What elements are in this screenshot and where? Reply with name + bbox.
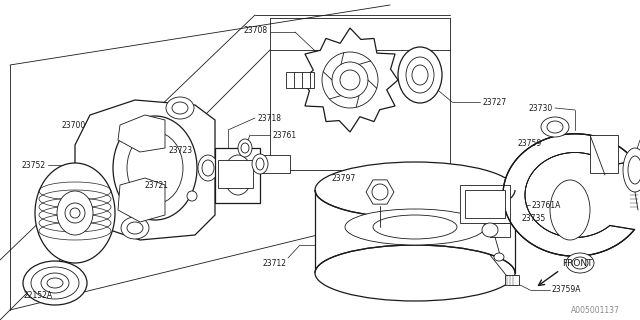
Ellipse shape <box>252 154 268 174</box>
Text: 23700: 23700 <box>61 121 86 130</box>
Ellipse shape <box>172 102 188 114</box>
Ellipse shape <box>198 155 218 181</box>
Text: 23708: 23708 <box>244 26 268 35</box>
Text: 23759: 23759 <box>518 139 542 148</box>
Text: 23723: 23723 <box>169 146 193 155</box>
Ellipse shape <box>256 158 264 170</box>
Ellipse shape <box>127 222 143 234</box>
Ellipse shape <box>121 217 149 239</box>
Ellipse shape <box>482 223 498 237</box>
Text: 23727: 23727 <box>482 98 506 107</box>
Circle shape <box>372 184 388 200</box>
Text: FRONT: FRONT <box>562 259 593 268</box>
Text: 23759A: 23759A <box>552 285 582 294</box>
Bar <box>218 160 253 188</box>
Bar <box>215 148 260 203</box>
Text: 23761: 23761 <box>272 131 296 140</box>
Ellipse shape <box>57 191 93 235</box>
Text: 22152A: 22152A <box>23 291 52 300</box>
Ellipse shape <box>494 253 504 261</box>
Ellipse shape <box>113 116 197 220</box>
Text: A005001137: A005001137 <box>571 306 620 315</box>
Ellipse shape <box>166 97 194 119</box>
Ellipse shape <box>315 162 515 218</box>
Ellipse shape <box>238 139 252 157</box>
Circle shape <box>340 70 360 90</box>
Polygon shape <box>118 115 165 152</box>
Text: 23718: 23718 <box>257 114 281 123</box>
Ellipse shape <box>224 155 252 195</box>
Polygon shape <box>302 28 398 132</box>
Circle shape <box>70 208 80 218</box>
Ellipse shape <box>31 267 79 299</box>
Text: 23712: 23712 <box>262 259 286 268</box>
Text: 23752: 23752 <box>22 161 46 170</box>
Circle shape <box>65 203 85 223</box>
Ellipse shape <box>47 278 63 288</box>
Text: 23761A: 23761A <box>532 201 561 210</box>
Ellipse shape <box>406 57 434 93</box>
Ellipse shape <box>547 121 563 133</box>
Ellipse shape <box>628 156 640 184</box>
Ellipse shape <box>41 273 69 293</box>
Ellipse shape <box>541 117 569 137</box>
Bar <box>286 72 314 88</box>
Polygon shape <box>118 178 165 222</box>
Ellipse shape <box>345 209 485 245</box>
Ellipse shape <box>572 257 588 269</box>
Bar <box>505 275 519 285</box>
Text: 23735: 23735 <box>522 213 547 222</box>
Ellipse shape <box>241 143 249 153</box>
Ellipse shape <box>35 163 115 263</box>
Ellipse shape <box>23 261 87 305</box>
Ellipse shape <box>202 160 214 176</box>
Ellipse shape <box>373 215 457 239</box>
Ellipse shape <box>315 245 515 301</box>
Circle shape <box>332 62 368 98</box>
Ellipse shape <box>623 148 640 192</box>
Polygon shape <box>366 180 394 204</box>
Bar <box>590 135 618 173</box>
Text: 23730: 23730 <box>529 103 553 113</box>
Text: 23797: 23797 <box>332 173 356 182</box>
Ellipse shape <box>127 132 183 204</box>
Polygon shape <box>315 190 515 273</box>
Polygon shape <box>503 134 635 256</box>
Ellipse shape <box>398 47 442 103</box>
Circle shape <box>322 52 378 108</box>
Ellipse shape <box>412 65 428 85</box>
Text: 23721: 23721 <box>144 180 168 189</box>
Bar <box>465 190 505 218</box>
Bar <box>490 223 510 237</box>
Bar <box>260 155 290 173</box>
Circle shape <box>187 191 197 201</box>
Bar <box>460 185 510 223</box>
Ellipse shape <box>550 180 590 240</box>
Ellipse shape <box>566 253 594 273</box>
Polygon shape <box>75 100 215 240</box>
